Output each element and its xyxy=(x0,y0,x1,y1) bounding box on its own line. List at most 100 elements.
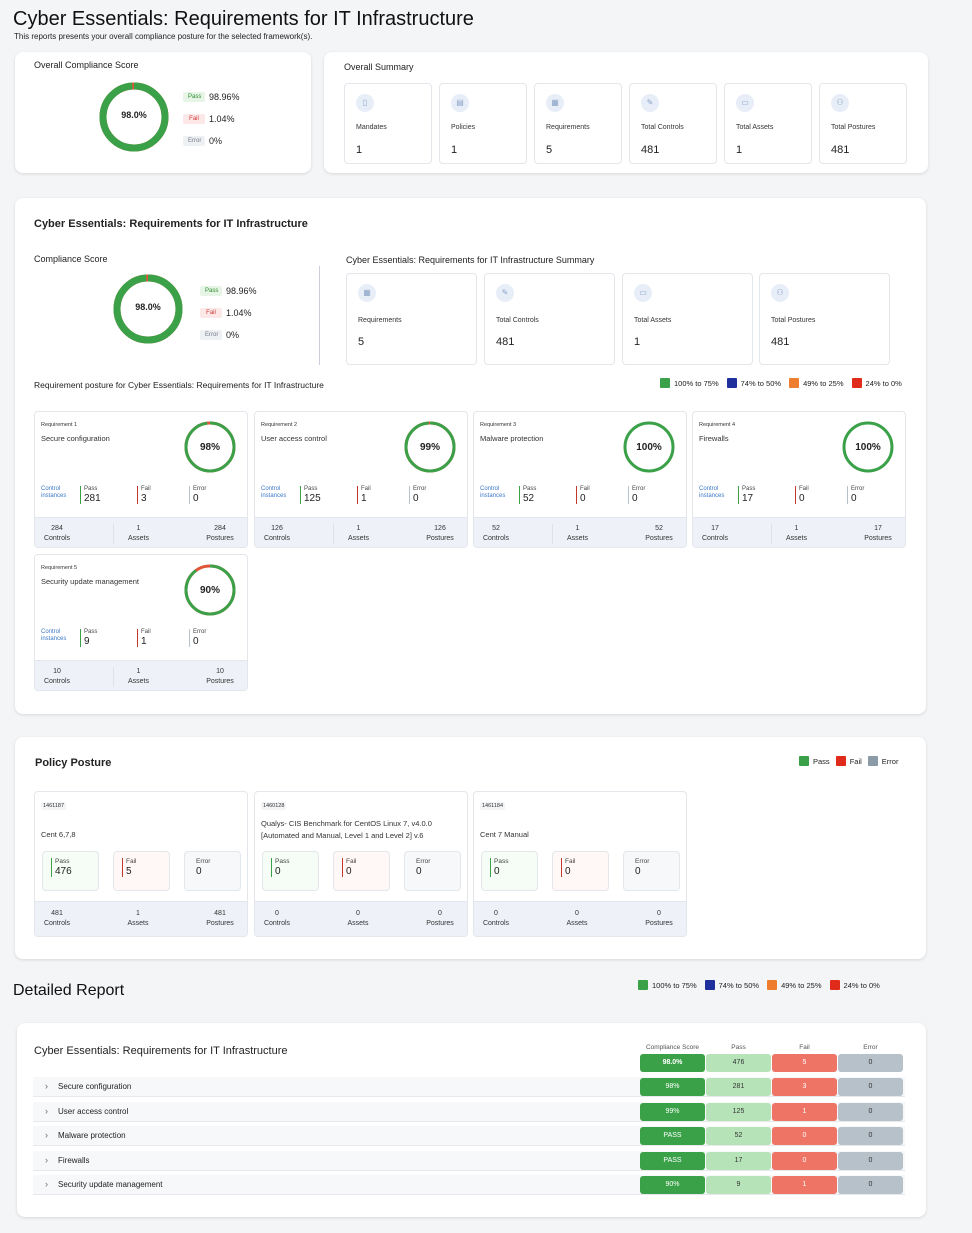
requirement-percent: 90% xyxy=(199,585,220,596)
tile-value: 5 xyxy=(546,144,553,156)
row-score-pill: 99% xyxy=(640,1102,705,1121)
chevron-right-icon[interactable]: › xyxy=(45,1179,48,1189)
control-instances-label: Control instances xyxy=(41,629,67,642)
requirement-posture-title: Requirement posture for Cyber Essentials… xyxy=(34,380,324,390)
assets-icon: ▭ xyxy=(736,94,754,112)
postures-icon: ⚇ xyxy=(831,94,849,112)
framework-tile-controls: ✎ Total Controls 481 xyxy=(484,273,615,365)
fail-badge: Fail xyxy=(200,308,222,318)
requirement-percent: 100% xyxy=(636,442,662,453)
tile-label: Requirements xyxy=(546,124,590,131)
control-instances-label: Control instances xyxy=(480,486,506,499)
policy-card[interactable]: 1461187 Cent 6,7,8 Pass 476 Fail 5 Error 0 481 Co… xyxy=(34,791,248,937)
postures-count: 0 Postures xyxy=(645,910,673,927)
col-header-score: Compliance Score xyxy=(645,1044,700,1051)
tile-value: 481 xyxy=(496,336,515,348)
pass-stat: Pass 9 xyxy=(80,629,97,647)
policy-error-box: Error 0 xyxy=(404,851,461,891)
pass-stat: Pass 281 xyxy=(80,486,101,504)
framework-tile-requirements: ▦ Requirements 5 xyxy=(346,273,477,365)
row-score-pill: 90% xyxy=(640,1176,705,1194)
legend-swatch xyxy=(851,378,862,388)
requirement-footer: 52 Controls 1 Assets 52 Postures xyxy=(474,517,686,547)
legend-label: 49% to 25% xyxy=(781,980,822,990)
overall-summary-card: Overall Summary ▯ Mandates 1 ▤ Policies 1 ▦ R… xyxy=(324,52,928,173)
tile-label: Total Assets xyxy=(736,124,774,131)
chevron-right-icon[interactable]: › xyxy=(45,1154,48,1165)
row-pass-pill: 52 xyxy=(706,1127,771,1145)
legend-swatch xyxy=(829,980,840,990)
requirement-name: Security update management xyxy=(41,577,139,586)
requirement-card[interactable]: Requirement 2 User access control 99% Contr… xyxy=(254,411,468,548)
pass-badge: Pass xyxy=(183,92,205,102)
postures-count: 0 Postures xyxy=(426,910,454,927)
legend-swatch xyxy=(789,378,800,388)
assets-count: 1 Assets xyxy=(113,667,163,687)
framework-card: Cyber Essentials: Requirements for IT In… xyxy=(15,198,926,714)
fail-stat: Fail 0 xyxy=(795,486,809,504)
requirement-card[interactable]: Requirement 5 Security update management 9… xyxy=(34,554,248,691)
control-instances-label: Control instances xyxy=(699,486,725,499)
requirement-tag: Requirement 3 xyxy=(480,422,517,428)
policy-footer: 0 Controls 0 Assets 0 Postures xyxy=(255,901,467,936)
tile-value: 481 xyxy=(831,144,850,156)
document-icon: ▯ xyxy=(356,94,374,112)
summary-tile-controls: ✎ Total Controls 481 xyxy=(629,83,717,164)
policy-card[interactable]: 1461184 Cent 7 Manual Pass 0 Fail 0 Error 0 0 Con… xyxy=(473,791,687,937)
policy-error-box: Error 0 xyxy=(184,851,241,891)
postures-count: 481 Postures xyxy=(206,910,234,927)
error-stat: Error 0 xyxy=(189,486,206,504)
legend-swatch xyxy=(660,378,670,388)
tile-value: 1 xyxy=(736,144,743,156)
summary-tile-requirements: ▦ Requirements 5 xyxy=(534,83,622,164)
tile-label: Total Postures xyxy=(771,317,816,324)
requirement-name: User access control xyxy=(261,434,327,443)
controls-count: 10 Controls xyxy=(43,668,71,685)
requirement-card[interactable]: Requirement 3 Malware protection 100% Contr… xyxy=(473,411,687,548)
legend-swatch xyxy=(767,980,778,990)
legend-swatch xyxy=(799,756,809,766)
controls-icon: ✎ xyxy=(496,284,514,302)
framework-summary-title: Cyber Essentials: Requirements for IT In… xyxy=(346,255,595,265)
legend-swatch xyxy=(638,980,648,990)
controls-count: 126 Controls xyxy=(263,525,291,542)
page-subtitle: This reports presents your overall compl… xyxy=(14,32,313,41)
error-stat: Error 0 xyxy=(628,486,645,504)
policy-error-box: Error 0 xyxy=(623,851,680,891)
policy-name: Cent 7 Manual xyxy=(480,830,529,839)
tile-value: 5 xyxy=(358,336,365,348)
divider xyxy=(319,266,320,365)
framework-tile-postures: ⚇ Total Postures 481 xyxy=(759,273,890,365)
detail-row-name: Malware protection xyxy=(58,1131,126,1140)
controls-count: 284 Controls xyxy=(43,525,71,542)
requirement-donut xyxy=(184,421,236,473)
requirement-card[interactable]: Requirement 4 Firewalls 100% Control instan… xyxy=(692,411,906,548)
detailed-legend: 100% to 75% 74% to 50% 49% to 25% 24% to… xyxy=(638,980,880,990)
overall-score-title: Overall Compliance Score xyxy=(34,60,139,70)
tile-value: 1 xyxy=(451,144,458,156)
fail-stat: Fail 1 xyxy=(357,486,371,504)
requirement-footer: 126 Controls 1 Assets 126 Postures xyxy=(255,517,467,547)
policy-pass-box: Pass 0 xyxy=(262,851,319,891)
requirement-tag: Requirement 2 xyxy=(261,422,298,428)
summary-tile-assets: ▭ Total Assets 1 xyxy=(724,83,812,164)
policy-name: Cent 6,7,8 xyxy=(41,830,76,839)
requirement-card[interactable]: Requirement 1 Secure configuration 98% Cont… xyxy=(34,411,248,548)
assets-count: 0 Assets xyxy=(566,910,588,927)
summary-tile-mandates: ▯ Mandates 1 xyxy=(344,83,432,164)
assets-count: 1 Assets xyxy=(113,524,163,544)
chevron-right-icon[interactable]: › xyxy=(45,1130,48,1140)
overall-score-value: 98.0% xyxy=(121,110,147,120)
chevron-right-icon[interactable]: › xyxy=(45,1105,48,1116)
legend-label: 24% to 0% xyxy=(865,378,902,388)
row-pass-pill: 9 xyxy=(706,1176,771,1194)
requirements-icon: ▦ xyxy=(358,284,376,302)
framework-title: Cyber Essentials: Requirements for IT In… xyxy=(34,218,308,230)
chevron-right-icon[interactable]: › xyxy=(45,1081,48,1091)
requirement-donut xyxy=(623,421,675,473)
row-pass-pill: 125 xyxy=(706,1102,771,1121)
policy-card[interactable]: 1460128 Qualys- CIS Benchmark for CentOS … xyxy=(254,791,468,937)
row-error-pill: 0 xyxy=(838,1102,903,1121)
assets-count: 1 Assets xyxy=(127,910,149,927)
row-score-pill: 98% xyxy=(640,1078,705,1096)
